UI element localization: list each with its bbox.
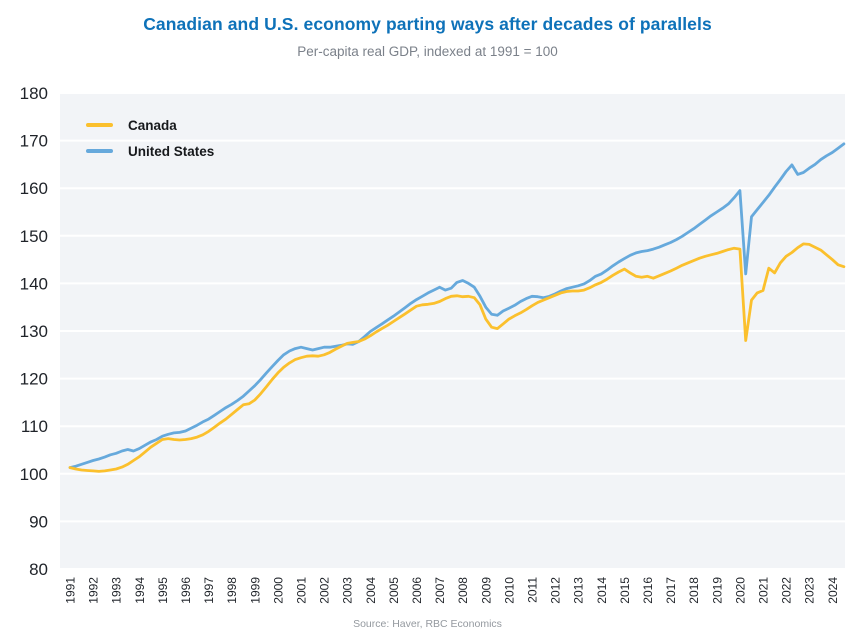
- chart-title: Canadian and U.S. economy parting ways a…: [143, 14, 712, 34]
- y-tick-label: 150: [20, 227, 48, 246]
- x-tick-label: 2015: [618, 577, 632, 604]
- x-tick-label: 1998: [225, 577, 239, 604]
- x-tick-label: 2012: [549, 577, 563, 604]
- x-tick-label: 2001: [295, 577, 309, 604]
- x-tick-label: 1997: [202, 577, 216, 604]
- y-tick-label: 100: [20, 465, 48, 484]
- x-tick-label: 1992: [87, 577, 101, 604]
- y-tick-label: 130: [20, 322, 48, 341]
- legend-label-united-states: United States: [128, 143, 215, 159]
- x-tick-label: 2000: [271, 577, 285, 604]
- chart-svg: 80 90 100 110 120 130 140 150 160 170 180 1991 1992 1…: [20, 84, 846, 604]
- united-states-line: [68, 142, 846, 470]
- x-tick-label: 1999: [248, 577, 262, 604]
- x-tick-label: 2008: [456, 577, 470, 604]
- y-tick-label: 140: [20, 274, 48, 293]
- canada-line-swatch: [86, 123, 113, 127]
- x-tick-label: 2013: [572, 577, 586, 604]
- x-tick-label: 1994: [133, 577, 147, 604]
- legend-label-canada: Canada: [128, 117, 177, 133]
- x-tick-label: 2007: [433, 577, 447, 604]
- x-tick-label: 2018: [687, 577, 701, 604]
- x-tick-label: 2011: [526, 577, 540, 603]
- x-tick-label: 1995: [156, 577, 170, 604]
- legend-item-united-states: United States: [86, 138, 214, 164]
- x-tick-label: 2004: [364, 577, 378, 604]
- x-tick-label: 2005: [387, 577, 401, 604]
- x-tick-label: 2010: [502, 577, 516, 604]
- canada-line: [68, 242, 846, 473]
- x-tick-label: 2006: [410, 577, 424, 604]
- x-tick-label: 2019: [710, 577, 724, 604]
- y-tick-label: 120: [20, 370, 48, 389]
- x-tick-label: 2002: [318, 577, 332, 604]
- chart-subtitle: Per-capita real GDP, indexed at 1991 = 1…: [297, 44, 558, 59]
- x-tick-label: 2023: [803, 577, 817, 604]
- y-tick-label: 110: [21, 417, 48, 436]
- y-tick-label: 90: [29, 512, 48, 531]
- x-tick-label: 1991: [64, 577, 78, 604]
- x-tick-label: 2024: [826, 577, 840, 604]
- source-note: Source: Haver, RBC Economics: [353, 618, 502, 630]
- y-tick-label: 80: [29, 560, 48, 579]
- x-tick-label: 2003: [341, 577, 355, 604]
- x-tick-label: 2020: [733, 577, 747, 604]
- x-tick-label: 2017: [664, 577, 678, 604]
- x-tick-label: 1993: [110, 577, 124, 604]
- legend: Canada United States: [86, 112, 214, 164]
- x-tick-label: 2022: [780, 577, 794, 604]
- x-tick-label: 2014: [595, 577, 609, 604]
- united-states-line-swatch: [86, 149, 113, 153]
- y-tick-label: 170: [20, 132, 48, 151]
- legend-item-canada: Canada: [86, 112, 214, 138]
- y-tick-label: 160: [20, 179, 48, 198]
- x-tick-label: 2021: [757, 577, 771, 604]
- x-tick-label: 1996: [179, 577, 193, 604]
- y-tick-label: 180: [20, 84, 48, 103]
- x-tick-label: 2009: [479, 577, 493, 604]
- x-tick-label: 2016: [641, 577, 655, 604]
